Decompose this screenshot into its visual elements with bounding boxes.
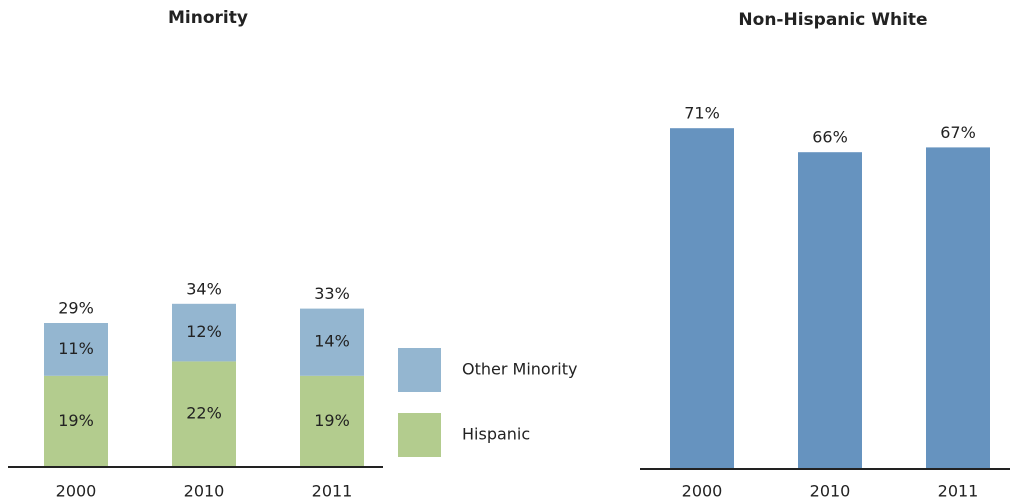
segment-label: 14% [314, 332, 350, 351]
bar-segment [172, 361, 236, 467]
x-tick-label: 2011 [312, 482, 353, 501]
x-tick-label: 2010 [184, 482, 225, 501]
total-label: 29% [58, 299, 94, 318]
legend-label: Hispanic [462, 425, 530, 444]
x-tick-label: 2000 [682, 482, 723, 501]
legend-swatch [398, 348, 441, 392]
segment-label: 12% [186, 322, 222, 341]
total-label: 34% [186, 279, 222, 298]
bar-segment [44, 323, 108, 376]
bar-segment [300, 375, 364, 467]
segment-label: 19% [58, 411, 94, 430]
value-label: 71% [684, 104, 720, 123]
x-tick-label: 2000 [56, 482, 97, 501]
bar [926, 147, 990, 469]
bar-segment [44, 375, 108, 467]
bar-segment [172, 303, 236, 362]
bar-segment [300, 308, 364, 376]
value-label: 67% [940, 123, 976, 142]
x-tick-label: 2011 [938, 482, 979, 501]
chart-title: Non-Hispanic White [738, 10, 927, 30]
segment-label: 19% [314, 411, 350, 430]
value-label: 66% [812, 128, 848, 147]
total-label: 33% [314, 284, 350, 303]
chart-title: Minority [168, 8, 248, 28]
legend-label: Other Minority [462, 360, 577, 379]
bar [798, 152, 862, 469]
legend-swatch [398, 413, 441, 457]
bar [670, 128, 734, 469]
x-tick-label: 2010 [810, 482, 851, 501]
segment-label: 11% [58, 339, 94, 358]
segment-label: 22% [186, 404, 222, 423]
